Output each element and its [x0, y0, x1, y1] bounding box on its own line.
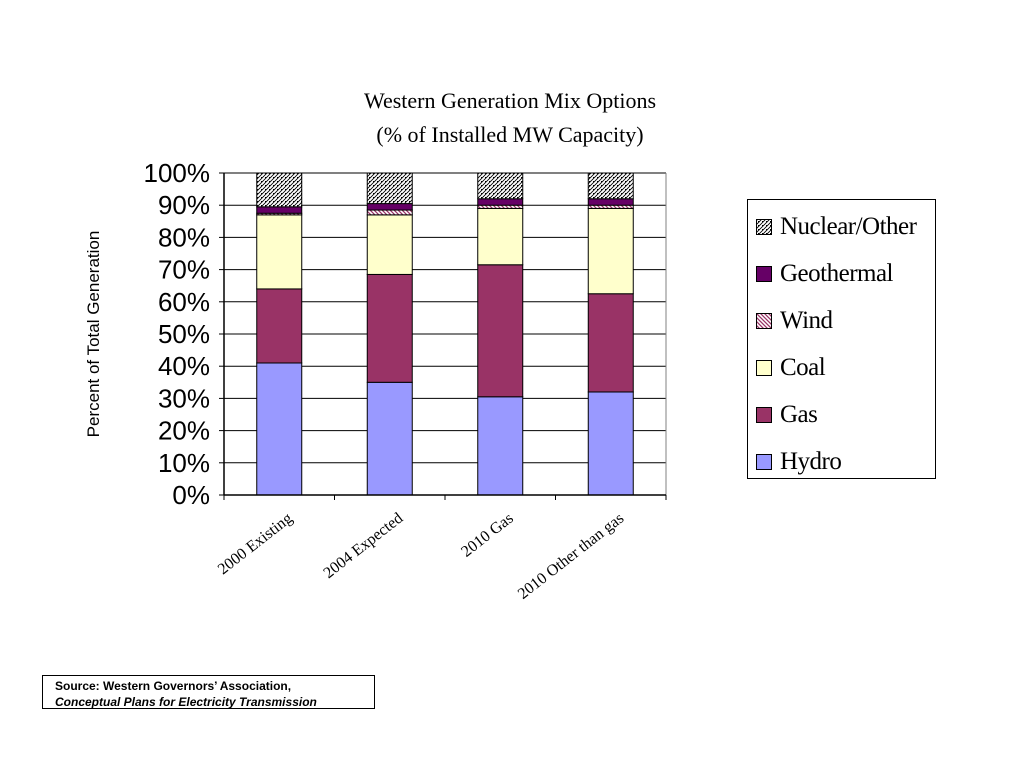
legend-swatch-nuclear-other — [756, 219, 772, 235]
bar-geothermal-2000-existing — [256, 206, 303, 214]
bar-coal-2010-gas — [477, 207, 524, 266]
bar-coal-2010-other-than-gas — [587, 207, 634, 295]
x-tick-label-2010-gas: 2010 Gas — [458, 510, 516, 561]
chart-title: Western Generation Mix Options — [363, 88, 657, 113]
legend-item-gas: Gas — [756, 400, 818, 430]
x-tick-label-2004-expected: 2004 Expected — [320, 510, 406, 582]
bar-hydro-2004-expected — [366, 381, 413, 496]
y-tick-label: 100% — [144, 158, 211, 188]
chart-subtitle: (% of Installed MW Capacity) — [376, 122, 644, 147]
legend-item-geothermal: Geothermal — [756, 259, 894, 289]
y-tick-label: 70% — [158, 255, 210, 285]
y-axis-label: Percent of Total Generation — [84, 231, 103, 438]
legend-swatch-wind — [756, 313, 772, 329]
legend-item-nuclear-other: Nuclear/Other — [756, 212, 917, 242]
bar-geothermal-2010-other-than-gas — [587, 198, 634, 206]
y-tick-label: 20% — [158, 416, 210, 446]
bar-geothermal-2010-gas — [477, 198, 524, 206]
bar-nuclear-other-2010-other-than-gas — [587, 172, 634, 200]
legend-swatch-coal — [756, 360, 772, 376]
bar-nuclear-other-2000-existing — [256, 172, 303, 208]
bar-hydro-2000-existing — [256, 362, 303, 496]
y-tick-label: 90% — [158, 190, 210, 220]
bar-hydro-2010-other-than-gas — [587, 391, 634, 496]
bar-coal-2000-existing — [256, 214, 303, 290]
legend-item-wind: Wind — [756, 306, 833, 336]
y-tick-label: 40% — [158, 351, 210, 381]
x-tick-label-2000-existing: 2000 Existing — [215, 510, 296, 578]
legend-swatch-geothermal — [756, 266, 772, 282]
source-line-1: Source: Western Governors’ Association, — [55, 679, 292, 693]
bar-nuclear-other-2010-gas — [477, 172, 524, 200]
bar-coal-2004-expected — [366, 214, 413, 275]
bar-gas-2004-expected — [366, 273, 413, 383]
legend-swatch-hydro — [756, 454, 772, 470]
y-tick-label: 30% — [158, 383, 210, 413]
y-tick-label: 80% — [158, 222, 210, 252]
y-tick-label: 60% — [158, 287, 210, 317]
bar-gas-2010-gas — [477, 264, 524, 398]
legend-label-hydro: Hydro — [780, 448, 842, 475]
legend-label-geothermal: Geothermal — [780, 260, 894, 287]
bar-hydro-2010-gas — [477, 396, 524, 496]
y-tick-label: 50% — [158, 319, 210, 349]
source-line-2: Conceptual Plans for Electricity Transmi… — [55, 695, 317, 709]
bar-gas-2000-existing — [256, 288, 303, 364]
legend-swatch-gas — [756, 407, 772, 423]
x-tick-label-2010-other-than-gas: 2010 Other than gas — [515, 510, 627, 603]
bar-wind-2004-expected — [366, 209, 413, 216]
y-tick-label: 10% — [158, 448, 210, 478]
legend-label-wind: Wind — [780, 307, 833, 334]
legend-item-hydro: Hydro — [756, 447, 842, 477]
y-tick-label: 0% — [172, 480, 210, 510]
legend-label-nuclear-other: Nuclear/Other — [780, 213, 917, 240]
source-note: Source: Western Governors’ Association, … — [42, 675, 375, 709]
bar-gas-2010-other-than-gas — [587, 293, 634, 393]
legend-label-gas: Gas — [780, 401, 818, 428]
legend-item-coal: Coal — [756, 353, 826, 383]
legend: Nuclear/Other Geothermal Wind Coal Gas H… — [747, 199, 936, 479]
bar-geothermal-2004-expected — [366, 203, 413, 211]
legend-label-coal: Coal — [780, 354, 826, 381]
bar-nuclear-other-2004-expected — [366, 172, 413, 205]
